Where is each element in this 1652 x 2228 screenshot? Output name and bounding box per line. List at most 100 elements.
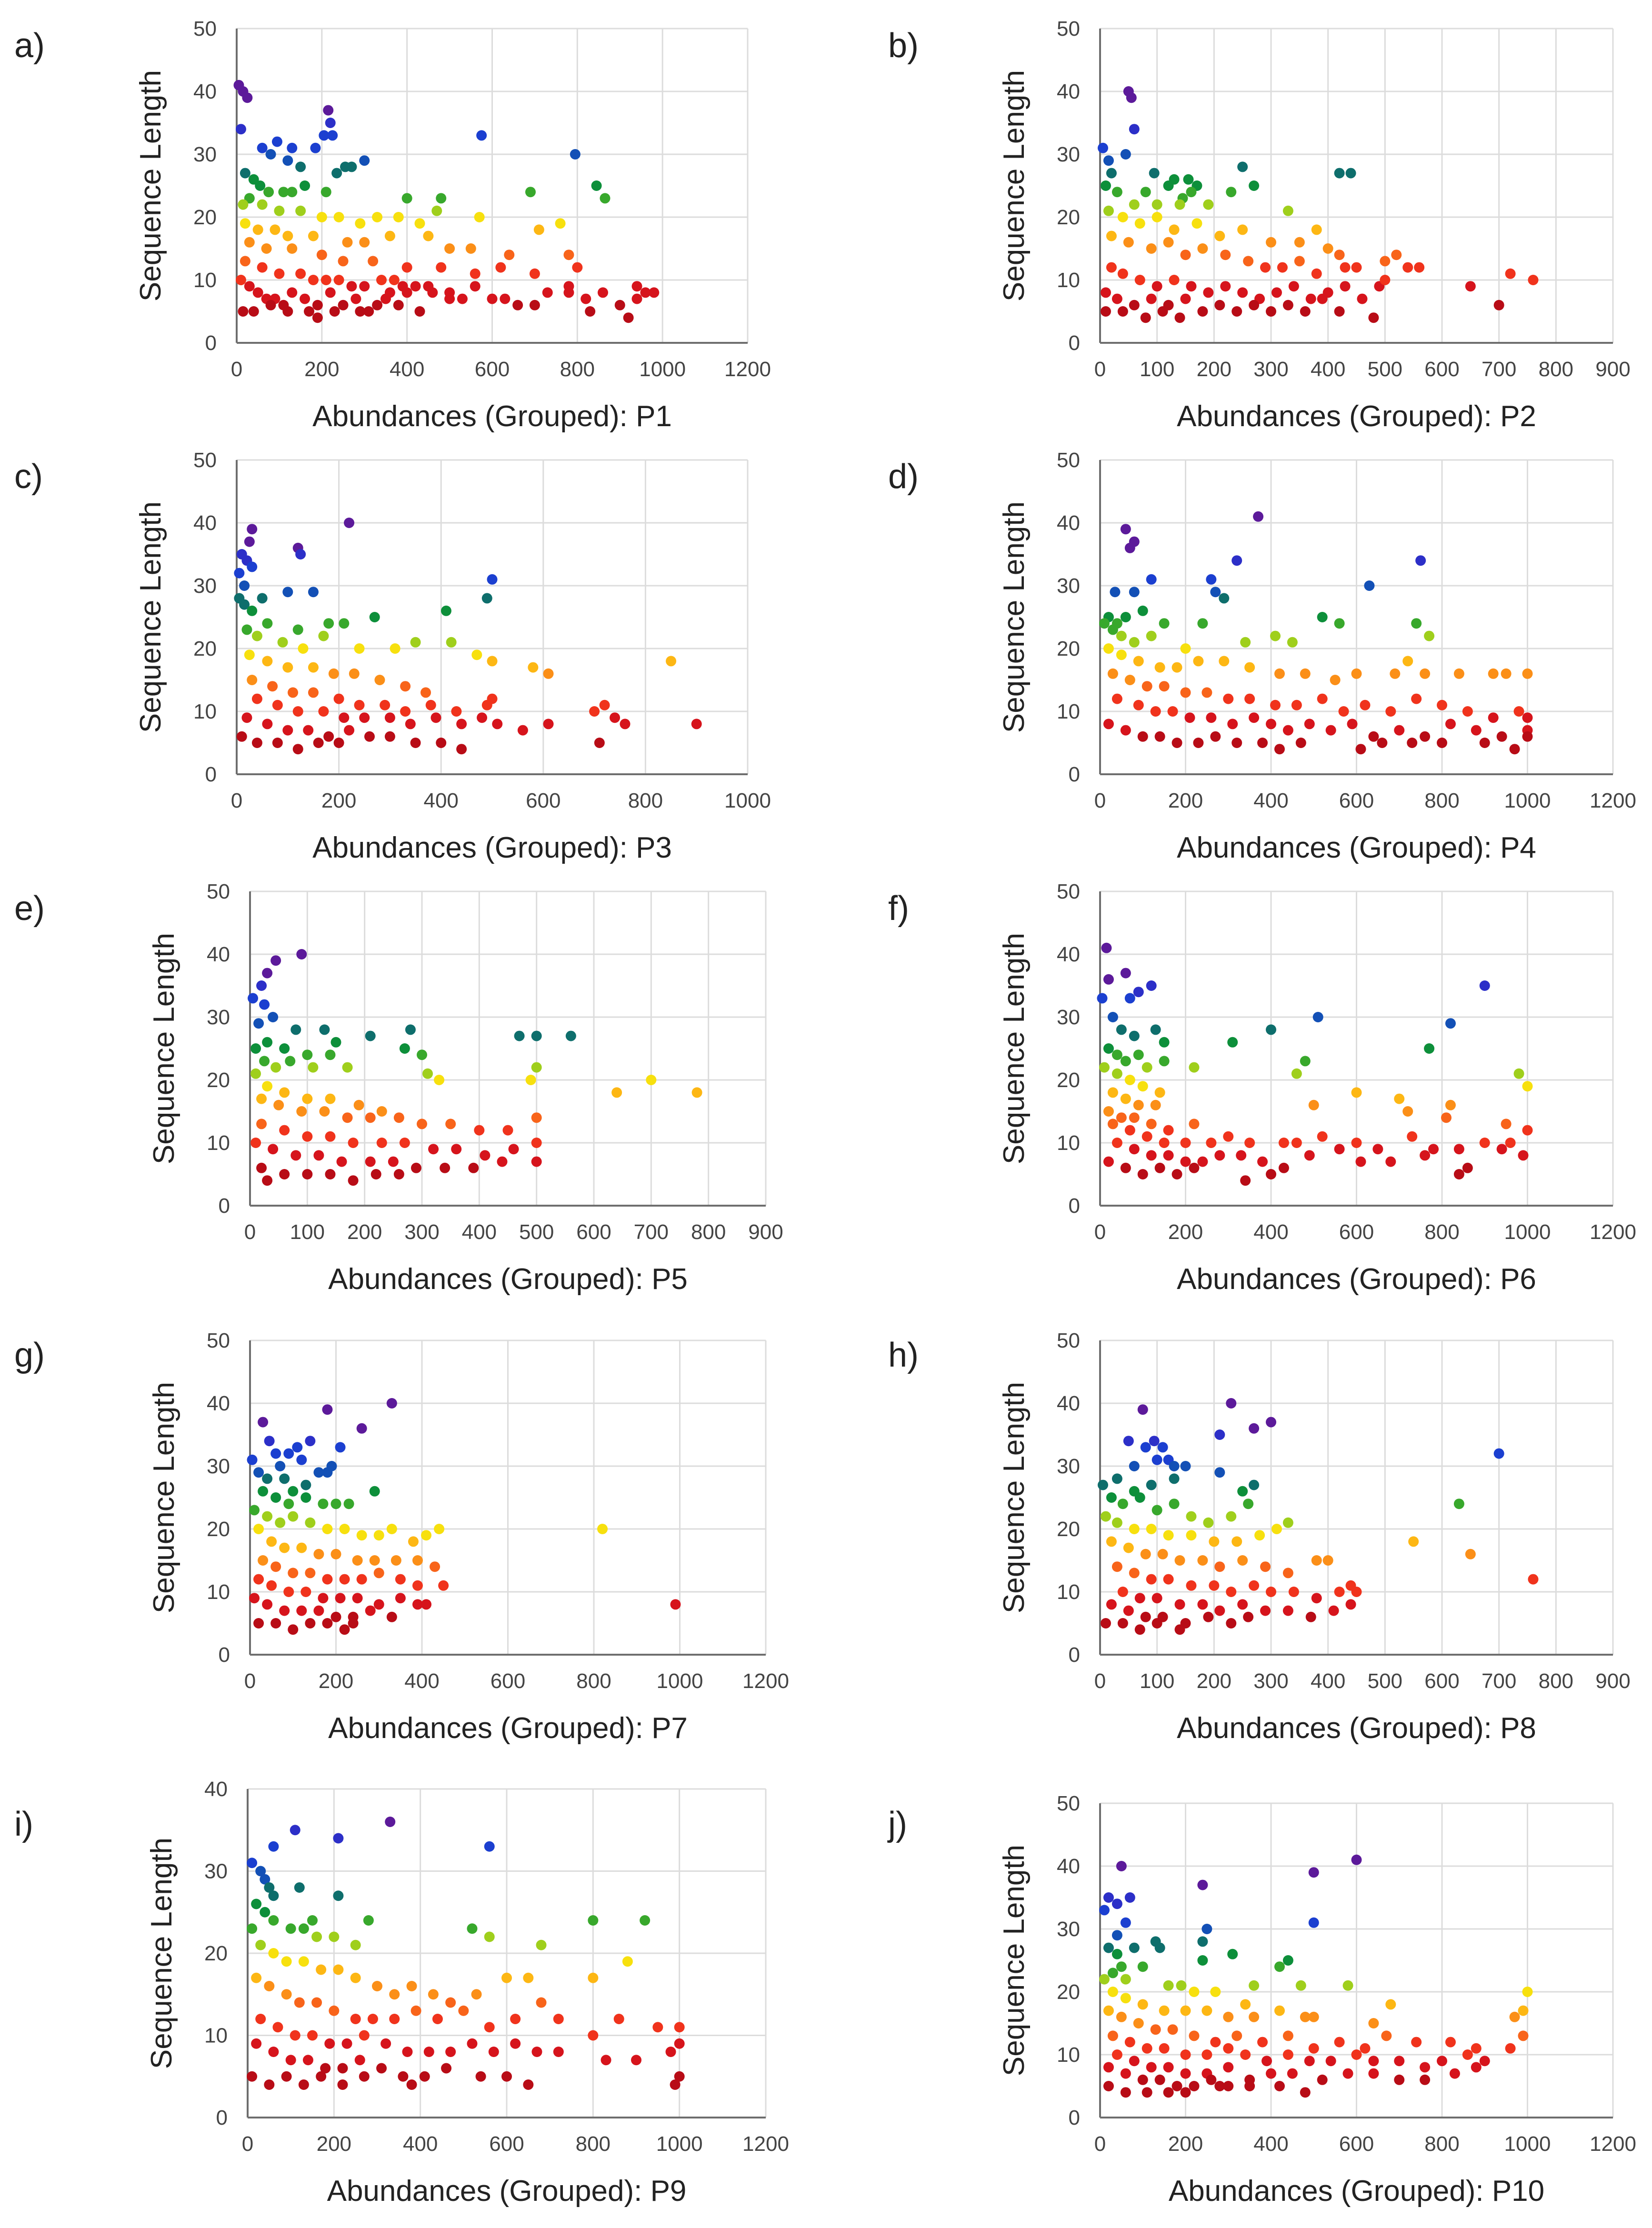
data-point — [1288, 281, 1299, 292]
data-point — [336, 1156, 347, 1167]
data-point — [1334, 618, 1345, 629]
data-point — [434, 1075, 445, 1085]
data-point — [338, 300, 349, 310]
data-point — [1351, 668, 1362, 679]
data-point — [1449, 2068, 1460, 2079]
data-point — [369, 1555, 380, 1566]
data-point — [338, 256, 349, 267]
x-tick-label: 400 — [462, 1220, 497, 1244]
data-point — [356, 1423, 367, 1434]
data-point — [405, 1024, 416, 1035]
y-tick-label: 50 — [1057, 1792, 1080, 1815]
data-point — [307, 2030, 318, 2041]
data-point — [270, 955, 281, 966]
data-point — [421, 1599, 432, 1610]
data-point — [1107, 668, 1118, 679]
data-point — [288, 1624, 299, 1635]
data-point — [1134, 1492, 1145, 1503]
data-point — [1140, 312, 1151, 323]
data-point — [283, 1587, 294, 1597]
data-point — [1257, 2037, 1268, 2048]
data-point — [1223, 693, 1234, 704]
y-tick-label: 40 — [193, 511, 217, 535]
y-tick-label: 40 — [1057, 1855, 1080, 1878]
data-point — [1342, 1980, 1353, 1991]
data-point — [300, 1492, 311, 1503]
data-point — [631, 281, 642, 292]
data-point — [282, 587, 293, 598]
data-point — [300, 1479, 311, 1490]
y-tick-label: 30 — [193, 574, 217, 598]
data-point — [354, 2055, 365, 2066]
data-point — [1270, 630, 1281, 641]
data-point — [1116, 1861, 1127, 1871]
data-point — [1146, 293, 1157, 304]
data-point — [480, 1150, 491, 1161]
data-point — [1210, 1987, 1221, 1997]
data-point — [384, 230, 395, 241]
x-tick-label: 600 — [1424, 358, 1459, 381]
data-point — [256, 1119, 267, 1129]
data-point — [305, 1517, 316, 1528]
data-point — [244, 281, 255, 292]
data-point — [542, 287, 553, 298]
data-point — [406, 1981, 417, 1991]
data-point — [346, 281, 357, 292]
data-point — [1117, 1499, 1128, 1509]
data-point — [401, 262, 412, 273]
data-point — [430, 1561, 441, 1572]
data-point — [1103, 719, 1114, 729]
data-point — [1149, 168, 1160, 179]
data-point — [359, 712, 370, 723]
y-tick-label: 50 — [193, 449, 217, 472]
data-point — [1305, 1611, 1316, 1622]
y-tick-label: 20 — [1057, 1518, 1080, 1541]
y-tick-label: 0 — [1069, 2106, 1080, 2129]
data-point — [1420, 668, 1431, 679]
data-point — [296, 1454, 307, 1465]
data-point — [1180, 293, 1191, 304]
data-point — [240, 256, 250, 267]
data-point — [1193, 738, 1204, 748]
chart-panel: a) 0 200 400 600 800 1000 1200 0 10 20 30 40 50 Abunda… — [14, 17, 771, 433]
data-point — [456, 744, 467, 755]
data-point — [320, 275, 331, 285]
data-point — [300, 1587, 311, 1597]
data-point — [250, 1068, 261, 1079]
data-point — [298, 1923, 309, 1934]
x-tick-label: 800 — [1424, 1220, 1459, 1244]
data-point — [365, 1156, 376, 1167]
data-point — [270, 1448, 281, 1459]
data-point — [1186, 1580, 1197, 1591]
data-point — [599, 699, 610, 710]
data-point — [1441, 1112, 1452, 1123]
data-point — [342, 1112, 353, 1123]
data-point — [600, 193, 611, 204]
data-point — [266, 1580, 277, 1591]
data-point — [1146, 1524, 1157, 1534]
data-point — [1287, 2068, 1298, 2079]
data-point — [1227, 719, 1238, 729]
data-point — [260, 1907, 270, 1918]
data-point — [261, 243, 272, 254]
data-point — [1120, 149, 1131, 160]
y-tick-label: 20 — [204, 1942, 228, 1965]
data-point — [247, 1454, 258, 1465]
data-point — [1129, 1568, 1140, 1579]
data-point — [1210, 731, 1221, 742]
data-point — [1186, 281, 1197, 292]
data-point — [1249, 300, 1260, 310]
data-point — [1120, 725, 1131, 736]
data-point — [330, 1037, 341, 1048]
data-point — [456, 719, 467, 729]
x-tick-label: 600 — [491, 1669, 525, 1693]
y-tick-label: 0 — [216, 2106, 228, 2129]
data-point — [1129, 1112, 1140, 1123]
data-point — [302, 2055, 313, 2066]
data-point — [270, 1618, 281, 1629]
data-point — [1117, 212, 1128, 222]
data-point — [1150, 1099, 1161, 1110]
data-point — [1236, 1150, 1247, 1161]
data-point — [282, 155, 293, 166]
data-point — [1174, 1624, 1185, 1635]
